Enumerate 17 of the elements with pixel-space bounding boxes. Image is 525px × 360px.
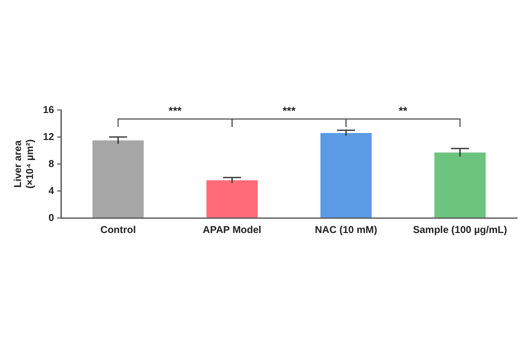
annotation: ** [398, 106, 408, 118]
bar [320, 132, 372, 218]
y-tick-label: 4 [48, 186, 55, 197]
y-tick-label: 16 [43, 104, 55, 116]
y-tick-label: 8 [48, 158, 55, 170]
bar [206, 180, 258, 218]
x-tick-label: Control [100, 224, 136, 236]
y-tick-label: 0 [48, 212, 55, 224]
y-axis-title: Liver area (×10⁴ µm²) [12, 139, 36, 189]
x-tick-label: NAC (10 mM) [314, 224, 378, 236]
annotation: *** [282, 106, 296, 118]
x-tick-label: APAP Model [202, 224, 262, 236]
y-tick-label: 12 [43, 132, 55, 143]
x-tick-label: Sample (100 µg/mL) [412, 224, 508, 236]
bar [434, 152, 486, 218]
annotation: *** [168, 106, 182, 118]
bar [92, 140, 144, 218]
